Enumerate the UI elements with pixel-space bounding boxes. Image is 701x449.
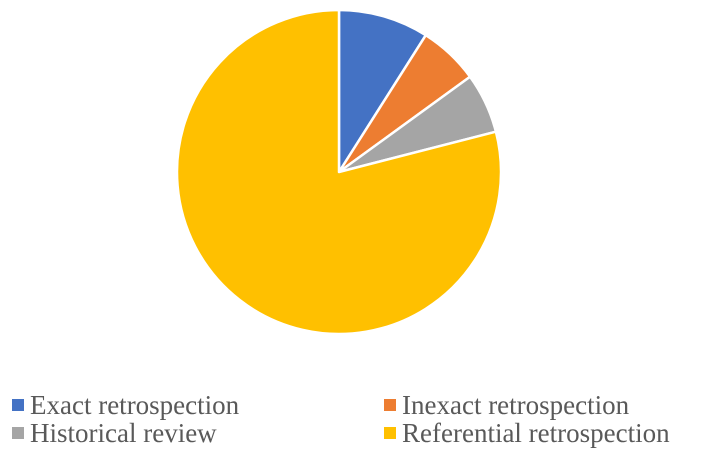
legend-swatch-inexact-retrospection <box>384 399 396 411</box>
pie-slice-referential-retrospection <box>175 8 503 336</box>
legend-label-referential-retrospection: Referential retrospection <box>402 418 670 448</box>
chart-legend: Exact retrospection Inexact retrospectio… <box>12 390 670 448</box>
legend-swatch-referential-retrospection <box>384 427 396 439</box>
legend-item-inexact-retrospection: Inexact retrospection <box>384 390 630 420</box>
legend-item-exact-retrospection: Exact retrospection <box>12 390 240 420</box>
pie-slice-exact-retrospection <box>337 8 428 174</box>
legend-label-exact-retrospection: Exact retrospection <box>30 390 240 420</box>
legend-item-historical-review: Historical review <box>12 418 217 448</box>
legend-swatch-exact-retrospection <box>12 399 24 411</box>
legend-swatch-historical-review <box>12 427 24 439</box>
pie-slices <box>175 8 503 336</box>
legend-label-historical-review: Historical review <box>30 418 217 448</box>
legend-label-inexact-retrospection: Inexact retrospection <box>402 390 630 420</box>
legend-item-referential-retrospection: Referential retrospection <box>384 418 670 448</box>
